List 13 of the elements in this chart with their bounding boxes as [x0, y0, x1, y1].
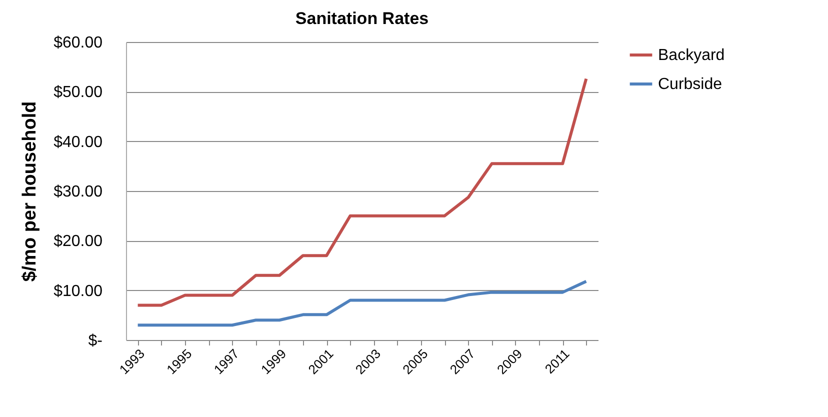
y-axis-title: $/mo per household: [20, 101, 41, 282]
y-tick-label: $30.00: [54, 184, 103, 200]
legend-label: Curbside: [658, 76, 722, 93]
y-tick-label: $60.00: [54, 34, 103, 52]
line-series: [136, 77, 588, 307]
chart-title: Sanitation Rates: [295, 9, 429, 28]
y-tick-label: $10.00: [54, 282, 103, 300]
y-tick-label: $50.00: [54, 84, 103, 102]
line-series: [136, 280, 588, 327]
y-tick-label: $20.00: [54, 233, 103, 250]
legend-label: Backyard: [658, 47, 725, 64]
y-tick-label: $40.00: [54, 134, 103, 151]
y-tick-label: $-: [88, 332, 102, 350]
